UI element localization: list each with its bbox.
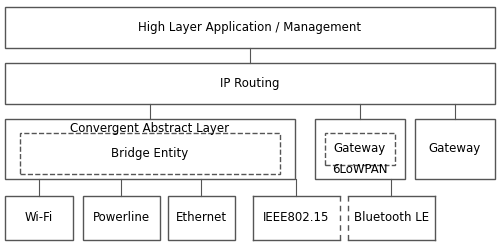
- Text: Ethernet: Ethernet: [176, 211, 227, 224]
- FancyBboxPatch shape: [315, 119, 405, 179]
- Text: IP Routing: IP Routing: [220, 77, 280, 90]
- FancyBboxPatch shape: [325, 133, 395, 165]
- FancyBboxPatch shape: [168, 196, 235, 240]
- Text: High Layer Application / Management: High Layer Application / Management: [138, 21, 362, 34]
- Text: Gateway: Gateway: [429, 142, 481, 155]
- Text: Gateway: Gateway: [334, 142, 386, 155]
- Text: Bridge Entity: Bridge Entity: [112, 147, 188, 160]
- FancyBboxPatch shape: [82, 196, 160, 240]
- FancyBboxPatch shape: [20, 133, 280, 174]
- Text: Bluetooth LE: Bluetooth LE: [354, 211, 429, 224]
- Text: Convergent Abstract Layer: Convergent Abstract Layer: [70, 122, 230, 135]
- Text: 6LoWPAN: 6LoWPAN: [332, 163, 388, 176]
- FancyBboxPatch shape: [415, 119, 495, 179]
- FancyBboxPatch shape: [5, 119, 295, 179]
- FancyBboxPatch shape: [5, 7, 495, 48]
- FancyBboxPatch shape: [5, 196, 72, 240]
- Text: Wi-Fi: Wi-Fi: [24, 211, 53, 224]
- Text: IEEE802.15: IEEE802.15: [263, 211, 330, 224]
- Text: Powerline: Powerline: [92, 211, 150, 224]
- FancyBboxPatch shape: [5, 63, 495, 104]
